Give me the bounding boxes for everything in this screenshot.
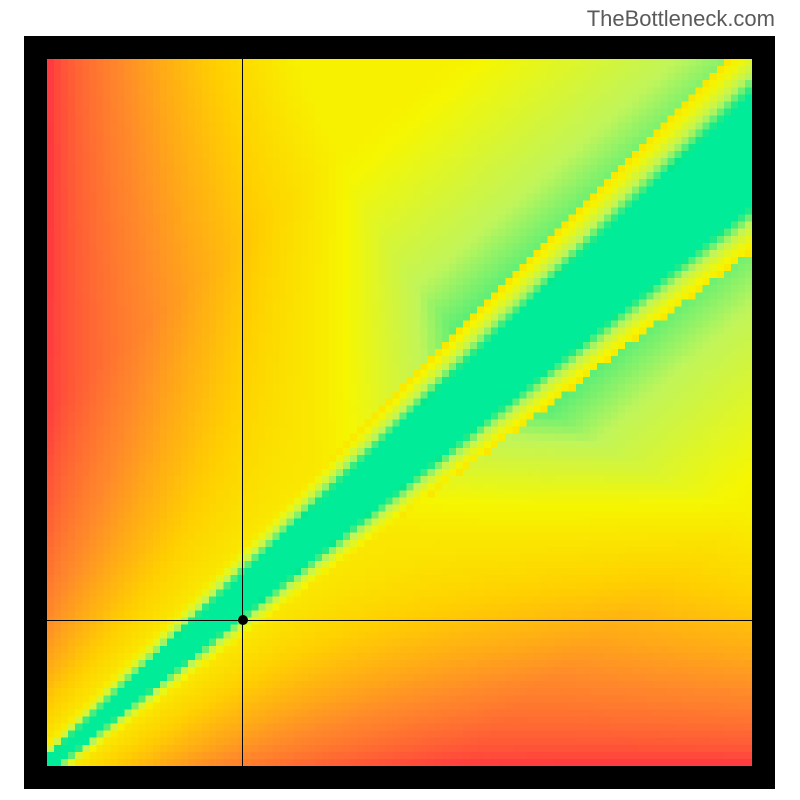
frame-bottom	[24, 766, 775, 789]
frame-top	[24, 36, 775, 59]
crosshair-horizontal	[47, 620, 752, 621]
watermark-text: TheBottleneck.com	[587, 6, 775, 32]
crosshair-vertical	[242, 59, 243, 766]
chart-container: TheBottleneck.com	[0, 0, 800, 800]
crosshair-point	[238, 615, 248, 625]
frame-right	[752, 36, 775, 789]
heatmap-plot	[47, 59, 752, 766]
frame-left	[24, 36, 47, 789]
